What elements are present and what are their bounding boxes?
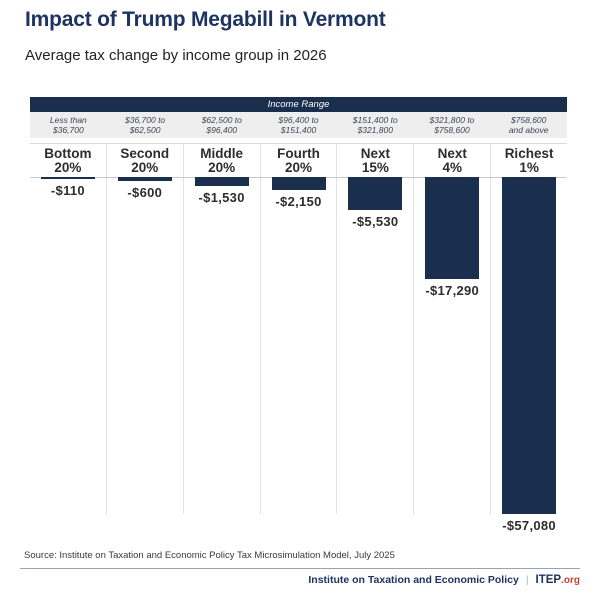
bar [117, 177, 172, 181]
income-range-label: $36,700 to $62,500 [107, 112, 184, 138]
bar [348, 177, 403, 210]
income-range-label-line: $321,800 [357, 125, 393, 135]
income-range-label-line: $151,400 to [352, 114, 398, 125]
footer-separator: | [525, 574, 529, 586]
category-label-line: Second [120, 146, 170, 161]
bar [502, 177, 557, 514]
category-label: Fourth 20% [261, 147, 337, 174]
income-range-header-strip: Income Range [30, 97, 567, 112]
income-range-label-line: $151,400 [280, 125, 317, 135]
income-range-header-label: Income Range [267, 99, 330, 110]
income-range-label-line: and above [508, 125, 549, 135]
category-label: Richest 1% [491, 147, 567, 174]
chart-column: Next 15% -$5,530 [337, 144, 415, 514]
value-label: -$600 [127, 185, 163, 200]
bar [271, 177, 326, 190]
bar [194, 177, 249, 186]
value-label: -$1,530 [198, 190, 245, 205]
page-title: Impact of Trump Megabill in Vermont [25, 8, 386, 31]
income-range-label: $758,600 and above [490, 112, 567, 138]
page-subtitle: Average tax change by income group in 20… [25, 47, 327, 64]
chart-column: Second 20% -$600 [107, 144, 184, 514]
source-note: Source: Institute on Taxation and Econom… [24, 550, 395, 561]
category-label: Middle 20% [184, 147, 260, 174]
category-label-line: Bottom [44, 146, 92, 161]
bar [40, 177, 95, 179]
income-range-label: $321,800 to $758,600 [414, 112, 491, 138]
income-range-label-line: $96,400 to [278, 114, 319, 125]
category-label-line: 20% [54, 159, 82, 175]
category-label-line: 1% [519, 159, 539, 175]
value-label: -$2,150 [275, 194, 322, 209]
income-range-label: $151,400 to $321,800 [337, 112, 414, 138]
income-range-label-line: $758,600 [510, 114, 547, 125]
income-range-label-line: Less than [49, 114, 87, 125]
category-label-line: Next [360, 146, 390, 161]
category-label-line: Fourth [277, 146, 320, 161]
category-label-line: 4% [442, 159, 462, 175]
footer-divider [20, 568, 580, 569]
category-label-line: Richest [504, 146, 554, 161]
income-range-label-line: $321,800 to [429, 114, 475, 125]
category-label-line: 20% [284, 159, 313, 175]
income-range-labels-row: Less than $36,700 $36,700 to $62,500 $62,500… [30, 112, 567, 138]
chart-column: Next 4% -$17,290 [414, 144, 492, 514]
bar [425, 177, 480, 279]
category-label: Second 20% [107, 147, 183, 174]
value-label: -$110 [50, 183, 85, 198]
income-range-label: Less than $36,700 [30, 112, 107, 138]
category-label-line: Next [437, 146, 467, 161]
income-range-label-line: $62,500 to [201, 114, 242, 125]
chart-column: Richest 1% -$57,080 [491, 144, 567, 533]
income-range-label-line: $62,500 [129, 125, 161, 135]
chart-column: Fourth 20% -$2,150 [261, 144, 338, 514]
category-label-line: 20% [208, 159, 236, 175]
value-label: -$17,290 [425, 283, 480, 298]
income-range-label-line: $36,700 [52, 125, 84, 135]
income-range-label-line: $758,600 [434, 125, 470, 135]
category-label-line: 20% [131, 159, 159, 175]
category-label: Bottom 20% [30, 147, 106, 174]
value-label: -$5,530 [352, 214, 399, 229]
income-range-label-line: $36,700 to [124, 114, 166, 125]
footer: Institute on Taxation and Economic Polic… [308, 574, 580, 586]
footer-brand-itep: ITEP [535, 574, 562, 586]
category-label: Next 4% [414, 147, 490, 174]
income-range-label-line: $96,400 [206, 125, 238, 135]
footer-brand: ITEP.org [536, 574, 580, 586]
chart-column: Middle 20% -$1,530 [184, 144, 261, 514]
income-range-label: $62,500 to $96,400 [183, 112, 260, 138]
value-label: -$57,080 [502, 518, 556, 533]
footer-org-name: Institute on Taxation and Economic Polic… [308, 574, 519, 586]
footer-brand-org-suffix: .org [561, 575, 580, 586]
category-label: Next 15% [337, 147, 413, 174]
category-label-line: 15% [361, 159, 389, 175]
plot-area: Bottom 20% -$110 Second 20% -$600 Middle 20% -$1… [30, 143, 567, 533]
income-range-label: $96,400 to $151,400 [260, 112, 337, 138]
chart-column: Bottom 20% -$110 [30, 144, 107, 514]
category-label-line: Middle [200, 146, 244, 161]
